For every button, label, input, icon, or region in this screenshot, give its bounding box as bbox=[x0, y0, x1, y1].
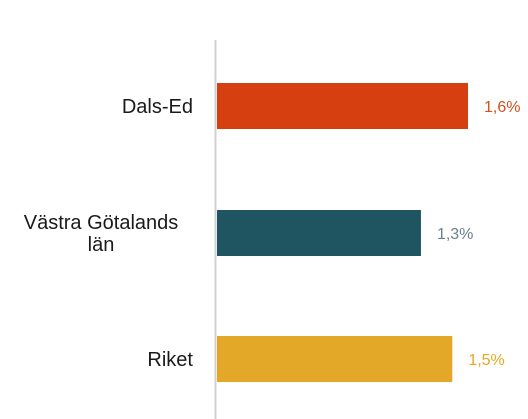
category-label-2: Riket bbox=[147, 349, 193, 371]
bar-2 bbox=[217, 336, 453, 382]
bar-1 bbox=[217, 210, 421, 256]
category-label-1: Västra Götalands län bbox=[24, 212, 179, 256]
value-label-0: 1,6% bbox=[484, 99, 520, 116]
value-label-1: 1,3% bbox=[437, 226, 473, 243]
bar-0 bbox=[217, 83, 468, 129]
value-label-2: 1,5% bbox=[468, 352, 504, 369]
category-label-0: Dals-Ed bbox=[122, 96, 193, 118]
bars-group: 1,6% Dals-Ed 1,3% Västra Götalands län 1,5% Ri… bbox=[24, 83, 520, 382]
category-label-1-line-1: län bbox=[88, 234, 115, 256]
category-label-1-line-0: Västra Götalands bbox=[24, 212, 179, 234]
